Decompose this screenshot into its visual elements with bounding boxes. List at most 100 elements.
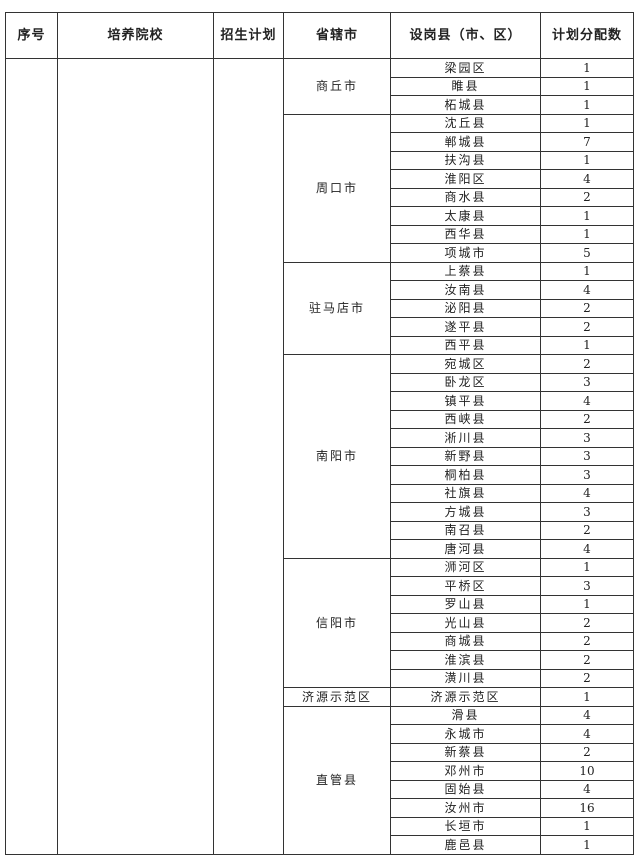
county-cell: 宛城区 <box>390 354 541 374</box>
allocation-cell: 10 <box>540 761 634 781</box>
county-cell: 济源示范区 <box>390 687 541 707</box>
allocation-cell: 3 <box>540 465 634 485</box>
table-row: 西峡县 2 <box>6 409 634 429</box>
county-cell: 新蔡县 <box>390 742 541 762</box>
county-cell: 上蔡县 <box>390 261 541 281</box>
allocation-cell: 2 <box>540 631 634 651</box>
plan-cell <box>213 58 284 855</box>
allocation-cell: 2 <box>540 354 634 374</box>
table-row: 睢县 1 <box>6 76 634 96</box>
county-cell: 西平县 <box>390 335 541 355</box>
allocation-cell: 1 <box>540 835 634 855</box>
table-row: 汝南县 4 <box>6 280 634 300</box>
allocation-cell: 4 <box>540 280 634 300</box>
county-cell: 社旗县 <box>390 483 541 503</box>
table-row: 商丘市 梁园区 1 <box>5 58 634 855</box>
header-row: 序号 培养院校 招生计划 省辖市 设岗县（市、区） 计划分配数 <box>5 12 634 59</box>
county-cell: 商水县 <box>390 187 541 207</box>
city-cell: 南阳市 <box>283 354 391 559</box>
county-cell: 淮阳区 <box>390 169 541 189</box>
allocation-cell: 4 <box>540 391 634 411</box>
county-cell: 柘城县 <box>390 95 541 115</box>
county-cell: 桐柏县 <box>390 465 541 485</box>
table-row: 淮滨县 2 <box>6 650 634 670</box>
table-row: 桐柏县 3 <box>6 465 634 485</box>
header-school: 培养院校 <box>57 12 214 59</box>
allocation-cell: 1 <box>540 224 634 244</box>
city-cell: 信阳市 <box>283 557 391 688</box>
county-cell: 梁园区 <box>390 58 541 78</box>
allocation-cell: 2 <box>540 317 634 337</box>
allocation-cell: 5 <box>540 243 634 263</box>
allocation-cell: 2 <box>540 187 634 207</box>
allocation-cell: 3 <box>540 502 634 522</box>
allocation-cell: 1 <box>540 594 634 614</box>
table-row: 社旗县 4 <box>6 483 634 503</box>
table-row: 固始县 4 <box>6 779 634 799</box>
table-row: 镇平县 4 <box>6 391 634 411</box>
allocation-cell: 1 <box>540 557 634 577</box>
county-cell: 南召县 <box>390 520 541 540</box>
city-cell: 驻马店市 <box>283 261 391 355</box>
allocation-cell: 3 <box>540 428 634 448</box>
county-cell: 睢县 <box>390 76 541 96</box>
county-cell: 沈丘县 <box>390 113 541 133</box>
header-plan: 招生计划 <box>213 12 284 59</box>
table-row: 罗山县 1 <box>6 594 634 614</box>
county-cell: 鹿邑县 <box>390 835 541 855</box>
county-cell: 泌阳县 <box>390 298 541 318</box>
city-cell: 商丘市 <box>283 58 391 115</box>
table-row: 柘城县 1 <box>6 95 634 115</box>
table-row: 太康县 1 <box>6 206 634 226</box>
allocation-cell: 16 <box>540 798 634 818</box>
county-cell: 滑县 <box>390 705 541 725</box>
allocation-cell: 1 <box>540 76 634 96</box>
table-row: 郸城县 7 <box>6 132 634 152</box>
county-cell: 项城市 <box>390 243 541 263</box>
county-cell: 长垣市 <box>390 816 541 836</box>
allocation-cell: 1 <box>540 113 634 133</box>
allocation-cell: 4 <box>540 539 634 559</box>
city-cell: 济源示范区 <box>283 687 391 707</box>
table-row: 卧龙区 3 <box>6 372 634 392</box>
allocation-cell: 2 <box>540 298 634 318</box>
allocation-cell: 2 <box>540 668 634 688</box>
index-cell <box>5 58 58 855</box>
school-cell <box>57 58 214 855</box>
county-cell: 罗山县 <box>390 594 541 614</box>
allocation-cell: 1 <box>540 261 634 281</box>
allocation-cell: 3 <box>540 446 634 466</box>
table-row: 长垣市 1 <box>6 816 634 836</box>
county-cell: 潢川县 <box>390 668 541 688</box>
county-cell: 汝州市 <box>390 798 541 818</box>
county-cell: 唐河县 <box>390 539 541 559</box>
table-row: 永城市 4 <box>6 724 634 744</box>
county-cell: 平桥区 <box>390 576 541 596</box>
allocation-cell: 3 <box>540 576 634 596</box>
county-cell: 卧龙区 <box>390 372 541 392</box>
allocation-cell: 1 <box>540 150 634 170</box>
table-row: 淮阳区 4 <box>6 169 634 189</box>
header-county: 设岗县（市、区） <box>390 12 541 59</box>
allocation-cell: 2 <box>540 409 634 429</box>
table-row: 平桥区 3 <box>6 576 634 596</box>
county-cell: 西峡县 <box>390 409 541 429</box>
allocation-cell: 4 <box>540 705 634 725</box>
allocation-cell: 7 <box>540 132 634 152</box>
allocation-cell: 4 <box>540 724 634 744</box>
county-cell: 商城县 <box>390 631 541 651</box>
table-row: 商水县 2 <box>6 187 634 207</box>
county-cell: 镇平县 <box>390 391 541 411</box>
table-row: 驻马店市 上蔡县 1 <box>6 261 634 355</box>
header-index: 序号 <box>5 12 58 59</box>
county-cell: 方城县 <box>390 502 541 522</box>
allocation-cell: 2 <box>540 520 634 540</box>
county-cell: 郸城县 <box>390 132 541 152</box>
allocation-cell: 3 <box>540 372 634 392</box>
county-cell: 固始县 <box>390 779 541 799</box>
county-cell: 浉河区 <box>390 557 541 577</box>
county-cell: 汝南县 <box>390 280 541 300</box>
county-cell: 光山县 <box>390 613 541 633</box>
allocation-table: 序号 培养院校 招生计划 省辖市 设岗县（市、区） 计划分配数 商丘市 梁园区 1 睢… <box>5 12 634 855</box>
header-city: 省辖市 <box>283 12 391 59</box>
